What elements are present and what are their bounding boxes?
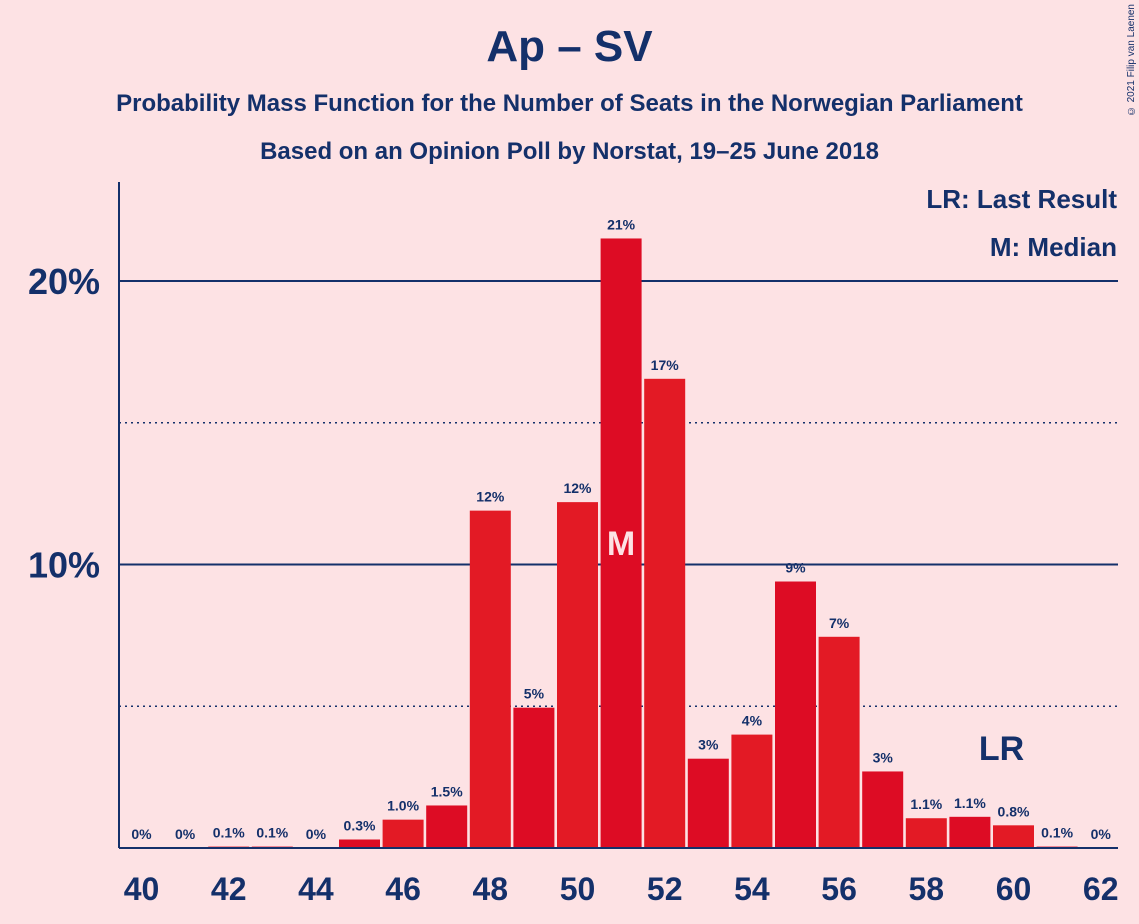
bar bbox=[731, 734, 773, 848]
x-tick-label: 44 bbox=[298, 871, 334, 907]
data-label: 12% bbox=[563, 480, 592, 496]
x-tick-label: 60 bbox=[996, 871, 1032, 907]
legend-median: M: Median bbox=[989, 232, 1117, 262]
legend-last-result: LR: Last Result bbox=[926, 184, 1117, 214]
last-result-marker: LR bbox=[979, 730, 1024, 768]
data-label: 17% bbox=[651, 357, 680, 373]
data-label: 1.1% bbox=[910, 796, 942, 812]
bar bbox=[687, 758, 729, 848]
bar bbox=[600, 238, 642, 849]
data-label: 0.8% bbox=[998, 803, 1030, 819]
chart-subtitle: Probability Mass Function for the Number… bbox=[116, 90, 1023, 117]
x-tick-label: 50 bbox=[560, 871, 596, 907]
x-tick-label: 42 bbox=[211, 871, 247, 907]
data-label: 0.1% bbox=[256, 825, 288, 841]
data-label: 12% bbox=[476, 489, 505, 505]
data-label: 5% bbox=[524, 686, 545, 702]
bar bbox=[993, 825, 1034, 848]
bar bbox=[905, 818, 947, 848]
bar bbox=[513, 707, 555, 848]
data-label: 1.5% bbox=[431, 783, 463, 799]
bar bbox=[775, 581, 816, 848]
data-label: 1.1% bbox=[954, 795, 986, 811]
bar bbox=[557, 502, 598, 848]
x-tick-label: 58 bbox=[909, 871, 945, 907]
bar bbox=[339, 839, 380, 848]
data-label: 0.3% bbox=[344, 817, 376, 833]
x-tick-label: 56 bbox=[821, 871, 857, 907]
data-label: 0% bbox=[131, 826, 152, 842]
data-label: 21% bbox=[607, 216, 636, 232]
x-tick-label: 46 bbox=[385, 871, 421, 907]
data-label: 0% bbox=[1091, 826, 1112, 842]
data-label: 3% bbox=[873, 749, 894, 765]
data-label: 9% bbox=[785, 560, 806, 576]
y-tick-label: 10% bbox=[28, 545, 100, 586]
chart-title: Ap – SV bbox=[486, 22, 653, 71]
x-tick-label: 52 bbox=[647, 871, 683, 907]
data-label: 1.0% bbox=[387, 798, 419, 814]
data-label: 4% bbox=[742, 713, 763, 729]
bar bbox=[644, 378, 686, 848]
bar bbox=[949, 816, 991, 848]
bar bbox=[426, 805, 468, 848]
data-label: 0% bbox=[175, 826, 196, 842]
y-tick-label: 20% bbox=[28, 261, 100, 302]
bar bbox=[818, 636, 860, 848]
bar bbox=[862, 771, 904, 848]
bar bbox=[382, 819, 424, 848]
chart-subtitle-source: Based on an Opinion Poll by Norstat, 19–… bbox=[260, 138, 879, 165]
median-marker: M bbox=[607, 525, 635, 563]
data-label: 0.1% bbox=[213, 825, 245, 841]
bar bbox=[469, 510, 511, 848]
x-tick-label: 62 bbox=[1083, 871, 1119, 907]
x-tick-label: 48 bbox=[473, 871, 509, 907]
x-tick-label: 54 bbox=[734, 871, 770, 907]
data-label: 0.1% bbox=[1041, 825, 1073, 841]
data-label: 3% bbox=[698, 737, 719, 753]
data-label: 7% bbox=[829, 615, 850, 631]
data-label: 0% bbox=[306, 826, 327, 842]
x-tick-label: 40 bbox=[124, 871, 160, 907]
